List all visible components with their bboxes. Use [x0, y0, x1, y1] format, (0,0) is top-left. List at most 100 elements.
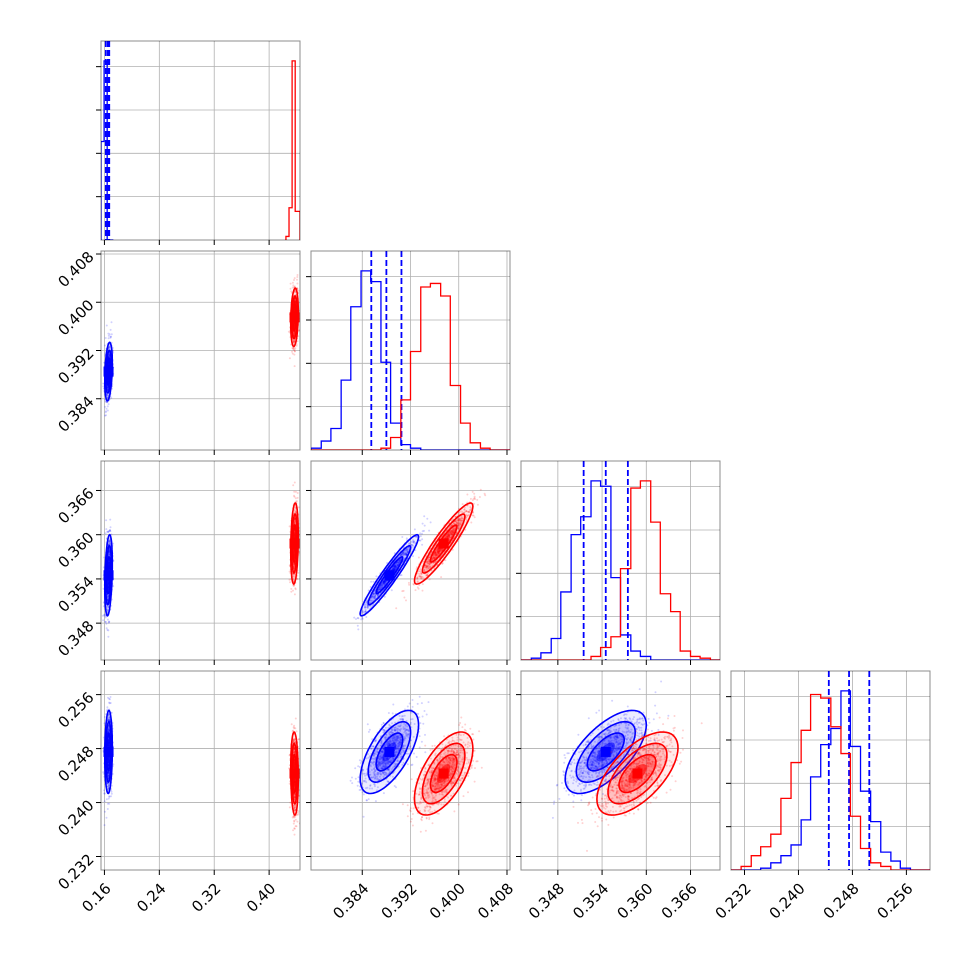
- sample-point: [366, 603, 368, 606]
- sample-point: [401, 553, 404, 556]
- sample-point: [405, 548, 408, 551]
- sample-point: [107, 530, 110, 533]
- sample-point: [291, 350, 293, 353]
- sample-point: [402, 554, 405, 557]
- sample-point: [296, 492, 299, 494]
- sample-point: [383, 595, 386, 598]
- sample-point: [399, 559, 402, 562]
- sample-point: [293, 301, 296, 304]
- sample-point: [455, 519, 457, 522]
- sample-point: [107, 621, 110, 624]
- sample-point: [412, 541, 415, 543]
- sample-point: [105, 414, 107, 417]
- sample-point: [419, 575, 422, 578]
- sample-point: [106, 628, 109, 631]
- sample-point: [458, 522, 461, 525]
- sample-point: [360, 618, 363, 621]
- sample-point: [440, 576, 443, 579]
- sample-point: [372, 592, 375, 595]
- sample-point: [104, 532, 107, 535]
- sample-point: [473, 497, 476, 499]
- sample-point: [413, 528, 416, 531]
- sample-point: [450, 529, 453, 532]
- sample-point: [435, 553, 438, 556]
- sample-point: [293, 522, 296, 525]
- sample-point: [417, 570, 420, 573]
- sample-point: [372, 592, 375, 595]
- sample-point: [109, 328, 112, 331]
- sample-point: [106, 394, 109, 397]
- sample-point: [293, 300, 296, 302]
- sample-point: [104, 414, 107, 417]
- sample-point: [104, 620, 107, 623]
- sample-point: [412, 555, 414, 558]
- sample-point: [295, 344, 298, 347]
- sample-point: [102, 385, 105, 388]
- sample-point: [366, 599, 369, 602]
- sample-point: [451, 531, 454, 534]
- sample-point: [386, 562, 389, 564]
- sample-point: [457, 511, 460, 514]
- sample-point: [107, 386, 110, 389]
- sample-point: [409, 542, 411, 545]
- sample-point: [425, 561, 428, 564]
- sample-point: [108, 550, 111, 552]
- sample-point: [379, 586, 382, 589]
- sample-point: [417, 556, 420, 559]
- sample-point: [294, 347, 297, 350]
- sample-point: [108, 620, 111, 623]
- sample-point: [399, 554, 402, 557]
- sample-point: [103, 613, 106, 616]
- sample-point: [293, 567, 295, 570]
- sample-point: [410, 543, 413, 546]
- sample-point: [366, 605, 369, 608]
- sample-point: [410, 540, 413, 543]
- sample-point: [293, 308, 296, 311]
- sample-point: [421, 543, 424, 546]
- sample-point: [457, 523, 460, 526]
- sample-point: [107, 595, 110, 597]
- sample-point: [292, 284, 295, 287]
- sample-point: [291, 347, 294, 350]
- sample-point: [419, 532, 422, 535]
- sample-point: [418, 584, 421, 586]
- sample-point: [108, 542, 111, 545]
- sample-point: [293, 348, 296, 351]
- sample-point: [297, 506, 300, 509]
- sample-point: [396, 563, 399, 566]
- sample-point: [428, 529, 431, 532]
- sample-point: [107, 629, 110, 632]
- sample-point: [406, 551, 409, 554]
- sample-point: [293, 522, 296, 525]
- sample-point: [294, 301, 297, 304]
- panel-0-0: [96, 40, 301, 245]
- sample-point: [374, 595, 376, 598]
- sample-point: [402, 553, 405, 556]
- sample-point: [461, 517, 464, 520]
- sample-point: [373, 596, 376, 599]
- sample-point: [288, 578, 291, 581]
- sample-point: [108, 554, 111, 557]
- sample-point: [364, 608, 367, 611]
- sample-point: [424, 564, 427, 567]
- sample-point: [447, 532, 450, 535]
- sample-point: [444, 559, 447, 562]
- sample-point: [451, 548, 454, 551]
- sample-point: [373, 598, 376, 600]
- sample-point: [109, 530, 112, 533]
- sample-point: [412, 540, 415, 543]
- sample-point: [109, 336, 112, 339]
- sample-point: [106, 605, 109, 608]
- sample-point: [106, 386, 109, 389]
- sample-point: [459, 522, 462, 525]
- sample-point: [432, 556, 435, 559]
- sample-point: [437, 552, 440, 555]
- sample-point: [107, 595, 110, 598]
- sample-point: [396, 564, 399, 567]
- sample-point: [374, 595, 377, 598]
- sample-point: [427, 564, 429, 567]
- sample-point: [395, 566, 398, 569]
- sample-point: [292, 574, 295, 577]
- sample-point: [366, 605, 369, 608]
- sample-point: [372, 580, 375, 583]
